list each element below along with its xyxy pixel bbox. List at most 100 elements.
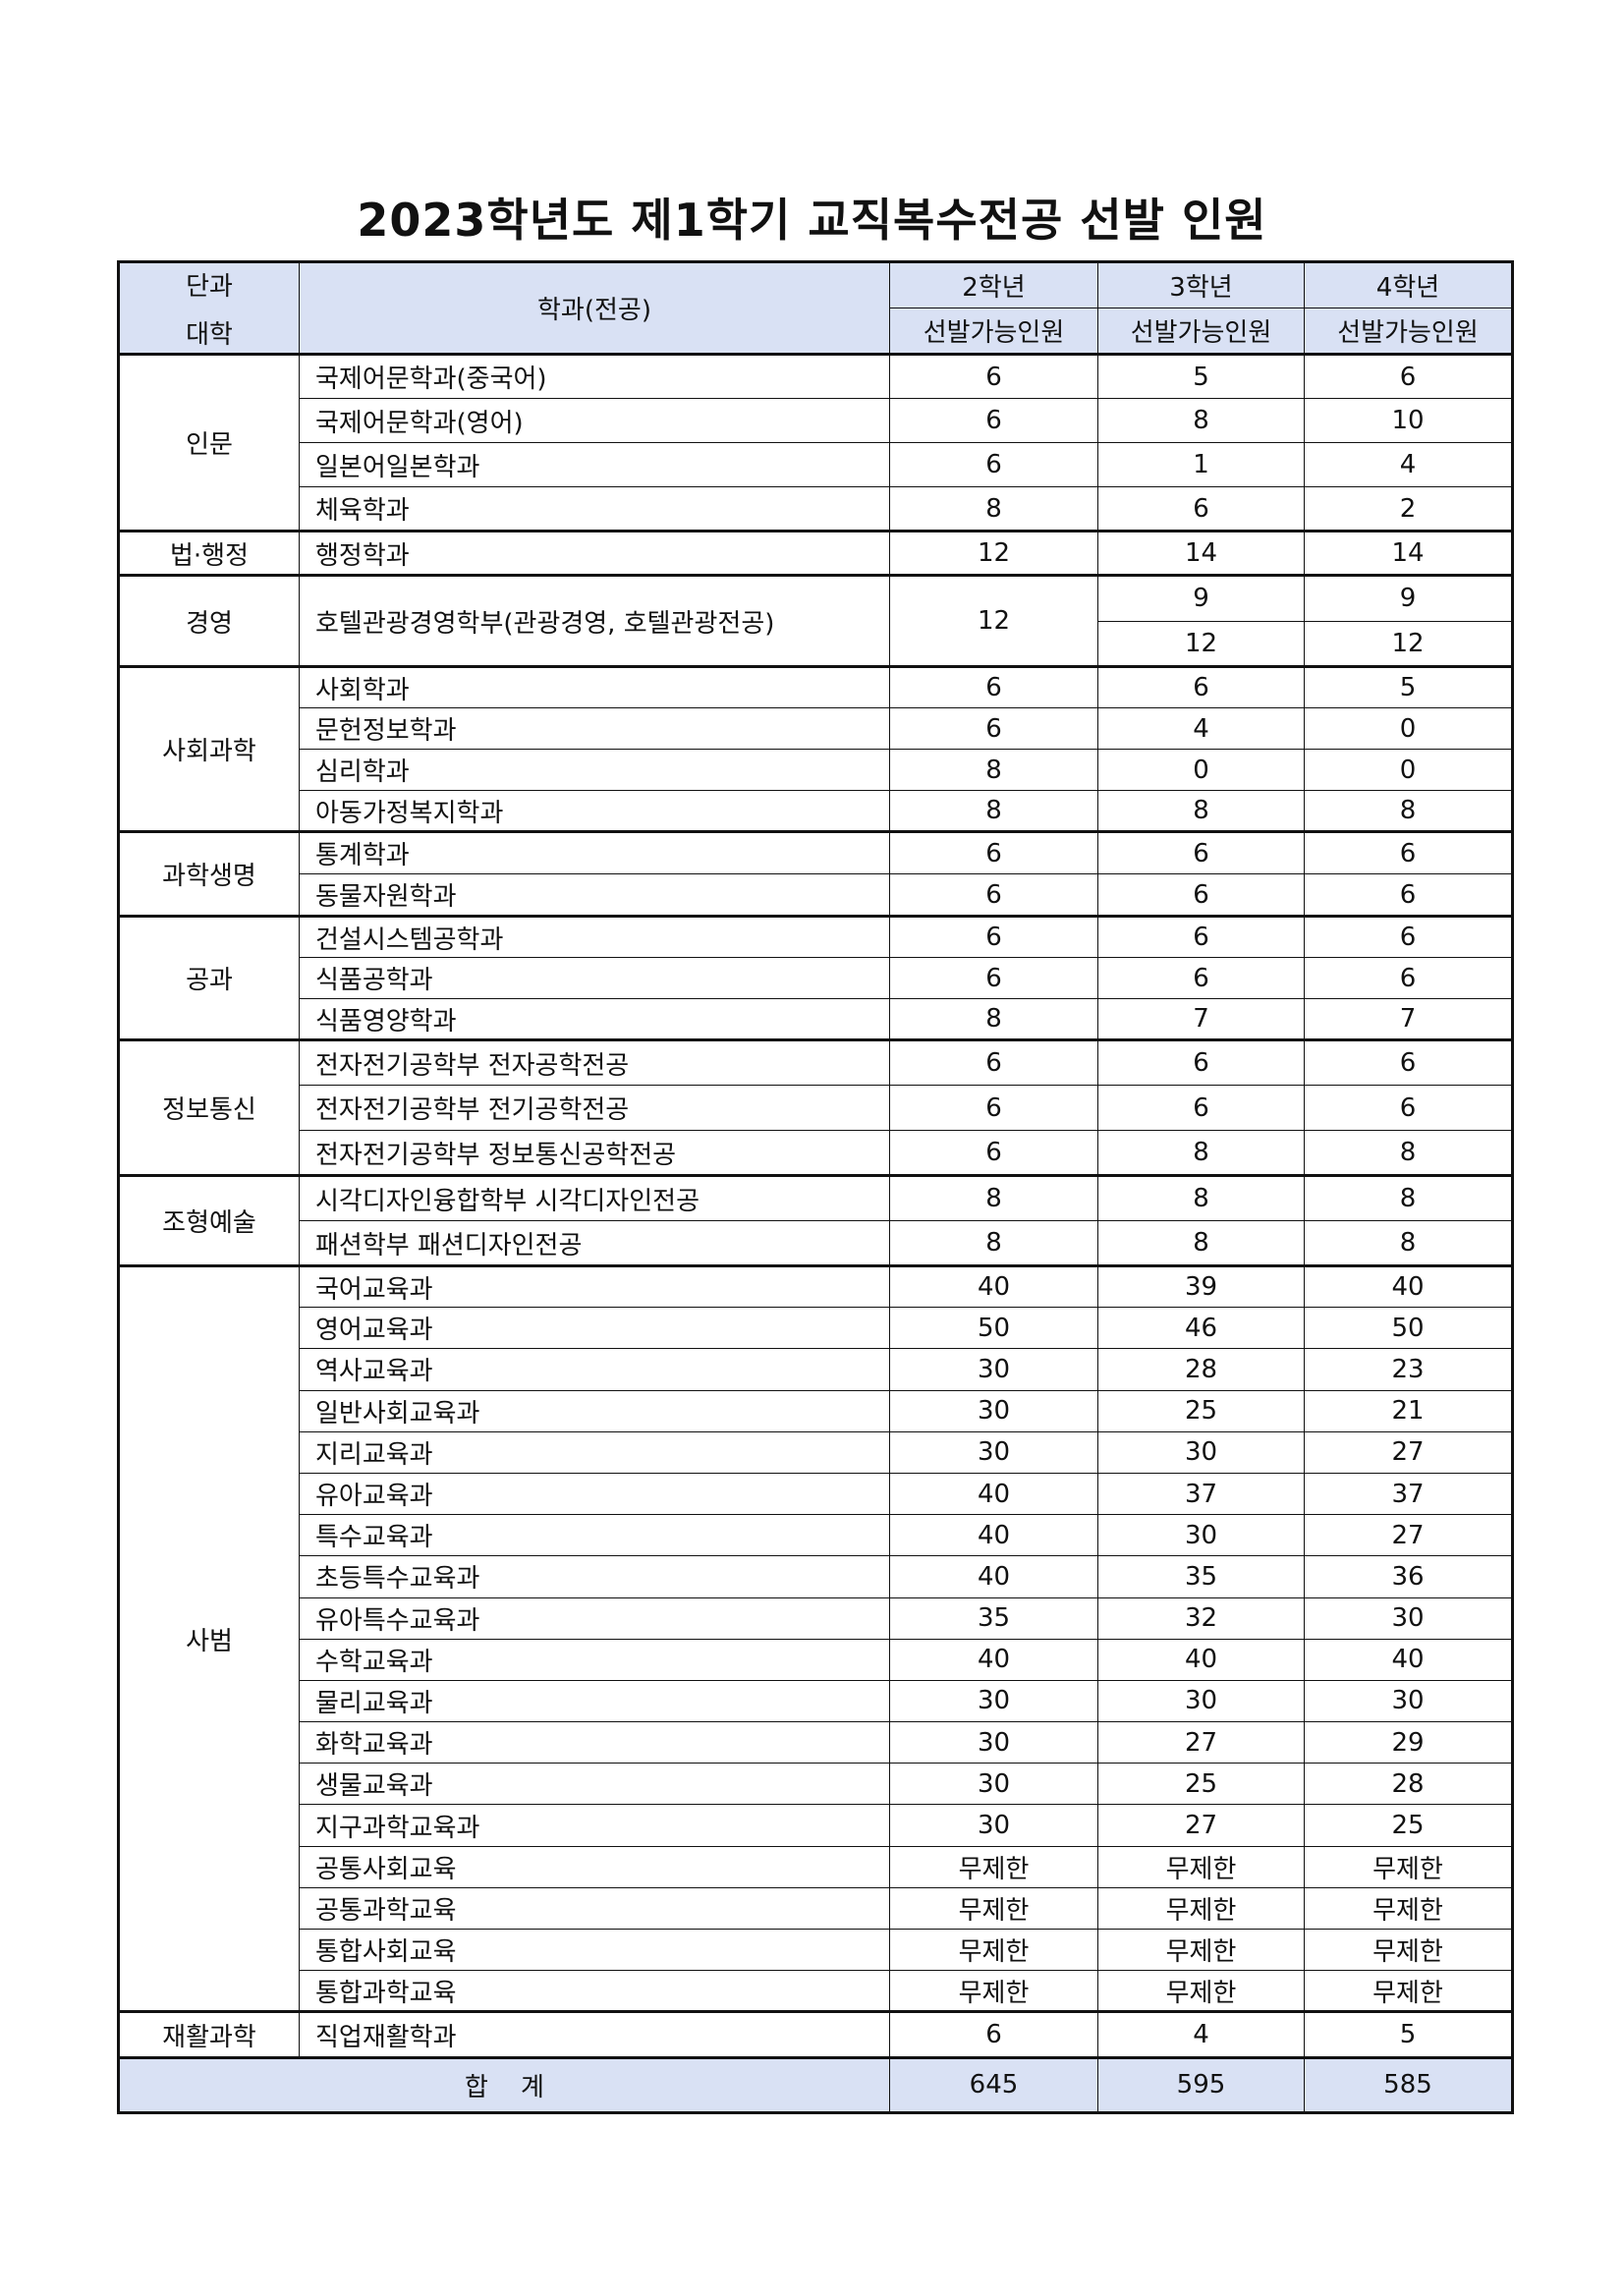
department-cell: 공통사회교육 (299, 1845, 890, 1888)
grade3-value: 46 (1097, 1307, 1305, 1350)
grade2-value: 40 (889, 1514, 1098, 1557)
grade2-value: 30 (889, 1804, 1098, 1847)
grade4-value: 36 (1304, 1555, 1513, 1598)
grade3-value: 6 (1097, 1085, 1305, 1131)
grade4-value: 40 (1304, 1638, 1513, 1681)
table-row: 공통과학교육 무제한 무제한 무제한 (119, 1886, 1513, 1931)
department-header: 학과(전공) (299, 261, 890, 355)
grade2-value: 40 (889, 1472, 1098, 1516)
department-cell: 체육학과 (299, 486, 890, 532)
grade2-value: 12 (889, 574, 1098, 667)
grade3-value: 1 (1097, 442, 1305, 487)
college-cell: 법·행정 (118, 530, 300, 576)
grade2-value: 8 (889, 486, 1098, 532)
grade2-value: 8 (889, 1220, 1098, 1266)
table-row: 화학교육과 30 27 29 (119, 1721, 1513, 1764)
grade4-value: 8 (1304, 1130, 1513, 1176)
table-row: 체육학과 8 6 2 (119, 486, 1513, 532)
selection-quota-table: 단과 대학 학과(전공) 2학년 3학년 4학년 선발가능인원 선발가능인원 선발… (117, 260, 1514, 2114)
grade4-value: 25 (1304, 1804, 1513, 1847)
college-header-line2: 대학 (186, 319, 233, 350)
grade2-value: 6 (889, 1130, 1098, 1176)
grade2-value: 40 (889, 1263, 1098, 1309)
table-row: 아동가정복지학과 8 8 8 (119, 790, 1513, 832)
grade3-value: 8 (1097, 1174, 1305, 1221)
department-cell: 생물교육과 (299, 1763, 890, 1806)
grade2-value: 6 (889, 398, 1098, 443)
grade3-value: 6 (1097, 915, 1305, 958)
grade3-value: 8 (1097, 1130, 1305, 1176)
grade2-total: 645 (889, 2055, 1098, 2113)
grade4-value: 8 (1304, 1220, 1513, 1266)
table-row: 심리학과 8 0 0 (119, 749, 1513, 791)
college-cell: 공과 (118, 915, 300, 1040)
grade4-value: 8 (1304, 1174, 1513, 1221)
grade2-value: 30 (889, 1348, 1098, 1391)
grade4-value: 29 (1304, 1721, 1513, 1764)
grade2-value: 6 (889, 2010, 1098, 2058)
grade2-value: 무제한 (889, 1886, 1098, 1931)
grade3-value: 6 (1097, 1038, 1305, 1086)
grade2-value: 무제한 (889, 1845, 1098, 1888)
table-row: 패션학부 패션디자인전공 8 8 8 (119, 1220, 1513, 1266)
table-row: 식품공학과 6 6 6 (119, 957, 1513, 999)
department-cell: 국제어문학과(영어) (299, 398, 890, 443)
department-cell: 공통과학교육 (299, 1886, 890, 1931)
header-row: 단과 대학 학과(전공) 2학년 3학년 4학년 (118, 261, 1513, 355)
table-row: 과학생명 통계학과 6 6 6 (118, 830, 1513, 917)
grade2-value: 6 (889, 442, 1098, 487)
grade2-value: 6 (889, 915, 1098, 958)
table-row: 식품영양학과 8 7 7 (119, 998, 1513, 1040)
grade4-value: 6 (1304, 873, 1513, 917)
grade3-value: 무제한 (1097, 1928, 1305, 1972)
grade4-value: 2 (1304, 486, 1513, 532)
table-row: 정보통신 전자전기공학부 전자공학전공 6 6 6 (118, 1038, 1513, 1176)
grade2-value: 12 (889, 530, 1098, 576)
grade2-value: 30 (889, 1721, 1098, 1764)
table-row: 인문 국제어문학과(중국어) 6 5 6 (118, 353, 1513, 532)
department-cell: 일반사회교육과 (299, 1389, 890, 1432)
department-cell: 화학교육과 (299, 1721, 890, 1764)
department-cell: 아동가정복지학과 (299, 790, 890, 832)
grade4-value: 6 (1304, 1085, 1513, 1131)
grade2-header: 2학년 (889, 261, 1098, 308)
grade3-value: 30 (1097, 1514, 1305, 1557)
grade3-subheader: 선발가능인원 (1097, 308, 1305, 355)
grade3-value: 8 (1097, 1220, 1305, 1266)
grade4-subheader: 선발가능인원 (1304, 308, 1513, 355)
grade2-value: 6 (889, 353, 1098, 399)
grade2-value: 40 (889, 1638, 1098, 1681)
department-cell: 전자전기공학부 정보통신공학전공 (299, 1130, 890, 1176)
grade4-value: 37 (1304, 1472, 1513, 1516)
grade4-value: 4 (1304, 442, 1513, 487)
grade3-value: 5 (1097, 353, 1305, 399)
grade2-subheader: 선발가능인원 (889, 308, 1098, 355)
total-row: 합 계 645 595 585 (118, 2055, 1513, 2113)
grade2-value: 6 (889, 1085, 1098, 1131)
table-row: 통합사회교육 무제한 무제한 무제한 (119, 1928, 1513, 1972)
grade4-value: 9 (1304, 574, 1513, 622)
department-cell: 국제어문학과(중국어) (299, 353, 890, 399)
table-row: 전자전기공학부 정보통신공학전공 6 8 8 (119, 1130, 1513, 1176)
grade4-value: 30 (1304, 1596, 1513, 1640)
table-row: 법·행정 행정학과 12 14 14 (118, 530, 1513, 576)
college-cell: 과학생명 (118, 830, 300, 917)
grade3-value: 4 (1097, 707, 1305, 750)
table-row: 물리교육과 30 30 30 (119, 1679, 1513, 1723)
total-label: 합 계 (118, 2055, 890, 2113)
grade2-value: 6 (889, 665, 1098, 708)
department-cell: 유아특수교육과 (299, 1596, 890, 1640)
department-cell: 지구과학교육과 (299, 1804, 890, 1847)
department-cell: 통합과학교육 (299, 1970, 890, 2013)
department-cell: 건설시스템공학과 (299, 915, 890, 958)
grade2-value: 무제한 (889, 1970, 1098, 2013)
grade3-value: 8 (1097, 790, 1305, 832)
table-row: 12 12 (119, 620, 1513, 667)
department-cell: 행정학과 (299, 530, 890, 576)
college-cell: 재활과학 (118, 2010, 300, 2058)
college-header: 단과 대학 (118, 261, 300, 355)
table-row: 지리교육과 30 30 27 (119, 1430, 1513, 1474)
page-title: 2023학년도 제1학기 교직복수전공 선발 인원 (357, 194, 1267, 247)
grade3-value: 35 (1097, 1555, 1305, 1598)
grade4-value: 21 (1304, 1389, 1513, 1432)
